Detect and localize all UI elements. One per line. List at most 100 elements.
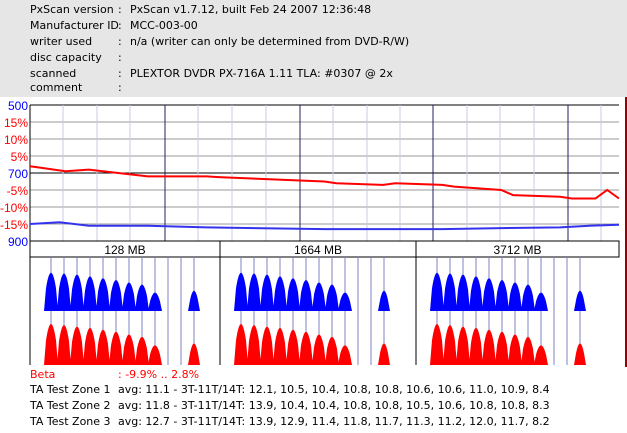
- red-peak: [44, 323, 58, 365]
- y-tick-label: 700: [8, 167, 28, 181]
- red-peak: [122, 334, 136, 365]
- info-key: PxScan version: [30, 3, 114, 16]
- zone-value: avg: 12.7 - 3T-11T/14T: 13.9, 12.9, 11.4…: [118, 415, 550, 428]
- beta-label: Beta: [30, 368, 56, 381]
- red-peak: [96, 329, 110, 365]
- red-peak: [482, 329, 496, 365]
- y-tick-label: -10%: [0, 201, 28, 215]
- info-value: PxScan v1.7.12, built Feb 24 2007 12:36:…: [130, 3, 372, 16]
- blue-peak: [234, 272, 248, 311]
- blue-peak: [188, 290, 200, 311]
- blue-peak: [299, 280, 313, 311]
- beta-value: : -9.9% .. 2.8%: [118, 368, 200, 381]
- red-peak: [57, 325, 71, 365]
- red-peak: [188, 343, 200, 365]
- blue-peak: [443, 273, 457, 311]
- info-sep: :: [118, 3, 122, 16]
- blue-peak: [96, 278, 110, 311]
- zone-label: TA Test Zone 2: [30, 399, 111, 412]
- zone-label: 1664 MB: [294, 243, 342, 257]
- blue-peak: [148, 292, 162, 311]
- y-tick-label: 900: [8, 235, 28, 249]
- red-peak: [70, 326, 84, 365]
- blue-peak: [482, 278, 496, 311]
- blue-peak: [83, 276, 97, 311]
- info-value: MCC-003-00: [130, 19, 198, 32]
- blue-peak: [273, 276, 287, 311]
- blue-peak: [44, 272, 58, 311]
- red-peak: [234, 323, 248, 365]
- y-tick-label: 10%: [4, 133, 28, 147]
- red-peak: [574, 343, 586, 365]
- y-tick-label: -5%: [7, 184, 29, 198]
- red-peak: [443, 325, 457, 365]
- red-peak: [456, 326, 470, 365]
- info-key: writer used: [30, 35, 93, 48]
- red-peak: [495, 331, 509, 365]
- info-key: comment: [30, 81, 83, 94]
- red-peak: [469, 327, 483, 365]
- info-sep: :: [118, 81, 122, 94]
- blue-peak: [312, 282, 326, 311]
- red-peak: [135, 336, 149, 365]
- zone-value: avg: 11.1 - 3T-11T/14T: 12.1, 10.5, 10.4…: [118, 383, 550, 396]
- red-peak: [508, 334, 522, 365]
- zone-label: TA Test Zone 3: [30, 415, 111, 428]
- blue-peak: [495, 280, 509, 311]
- info-value: PLEXTOR DVDR PX-716A 1.11 TLA: #0307 @ 2…: [130, 67, 393, 80]
- y-tick-label: 500: [8, 99, 28, 113]
- red-peak: [247, 325, 261, 365]
- blue-peak: [57, 273, 71, 311]
- red-peak: [338, 345, 352, 365]
- red-peak: [378, 343, 390, 365]
- red-peak: [534, 345, 548, 365]
- blue-peak: [325, 284, 339, 311]
- zone-label: 128 MB: [104, 243, 145, 257]
- red-peak: [148, 345, 162, 365]
- red-peak: [260, 326, 274, 365]
- red-peak: [286, 329, 300, 365]
- y-tick-label: 5%: [11, 150, 29, 164]
- info-sep: :: [118, 35, 122, 48]
- y-tick-label: -15%: [0, 218, 28, 232]
- beta-line: [29, 165, 620, 200]
- zone-label: TA Test Zone 1: [30, 383, 111, 396]
- blue-peak: [378, 290, 390, 311]
- blue-peak: [574, 290, 586, 311]
- red-peak: [521, 336, 535, 365]
- blue-peak: [70, 274, 84, 311]
- info-key: Manufacturer ID: [30, 19, 119, 32]
- y-tick-label: 15%: [4, 116, 28, 130]
- red-peak: [109, 331, 123, 365]
- red-peak: [299, 331, 313, 365]
- zone-label-row: [29, 240, 620, 258]
- blue-peak: [338, 292, 352, 311]
- red-peak: [312, 334, 326, 365]
- blue-peak: [135, 284, 149, 311]
- info-sep: :: [118, 67, 122, 80]
- blue-peak: [521, 284, 535, 311]
- red-peak: [325, 336, 339, 365]
- red-peak: [273, 327, 287, 365]
- info-value: n/a (writer can only be determined from …: [130, 35, 410, 48]
- blue-peak: [260, 274, 274, 311]
- info-sep: :: [118, 19, 122, 32]
- blue-peak: [109, 280, 123, 311]
- jitter-line: [29, 221, 620, 231]
- info-sep: :: [118, 51, 122, 64]
- zone-value: avg: 11.8 - 3T-11T/14T: 13.9, 10.4, 10.4…: [118, 399, 550, 412]
- blue-peak: [534, 292, 548, 311]
- scan-chart: 500 15% 10% 5% 700 -5% -10% -15% 900 128 MB 1664 M…: [0, 97, 627, 367]
- blue-peak: [122, 282, 136, 311]
- blue-peak: [456, 274, 470, 311]
- zone-label: 3712 MB: [493, 243, 541, 257]
- red-peak: [83, 327, 97, 365]
- blue-peak: [508, 282, 522, 311]
- info-key: disc capacity: [30, 51, 102, 64]
- blue-peak: [430, 272, 444, 311]
- scan-info-header: PxScan version: PxScan v1.7.12, built Feb…: [0, 0, 627, 97]
- info-key: scanned: [30, 67, 77, 80]
- blue-peak: [469, 276, 483, 311]
- red-peak: [430, 323, 444, 365]
- blue-peak: [247, 273, 261, 311]
